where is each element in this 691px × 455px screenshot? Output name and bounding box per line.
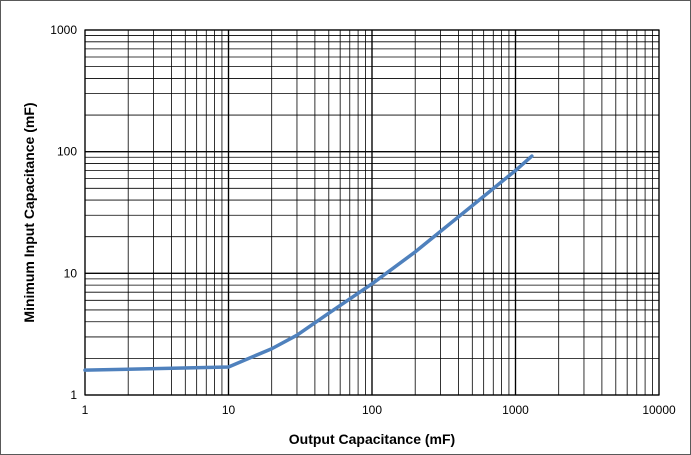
- series-layer: [83, 154, 534, 372]
- y-tick-label: 1000: [50, 23, 77, 37]
- plot-area-border: [84, 29, 660, 396]
- x-tick-label: 1: [82, 403, 89, 417]
- x-tick-labels: 1 10 100 1000 10000: [82, 403, 676, 417]
- x-axis-title: Output Capacitance (mF): [289, 431, 455, 447]
- y-axis-title: Minimum Input Capacitance (mF): [21, 102, 37, 322]
- x-tick-label: 10000: [642, 403, 676, 417]
- y-tick-label: 10: [64, 266, 78, 280]
- x-tick-label: 10: [222, 403, 236, 417]
- series-line: [83, 154, 534, 372]
- x-tick-label: 100: [362, 403, 382, 417]
- x-tick-label: 1000: [502, 403, 529, 417]
- y-tick-labels: 1 10 100 1000: [50, 23, 77, 402]
- y-tick-label: 1: [70, 388, 77, 402]
- y-tick-label: 100: [57, 145, 77, 159]
